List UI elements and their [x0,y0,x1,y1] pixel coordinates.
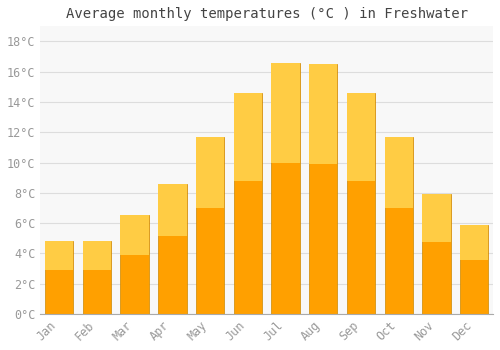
Bar [120,216,149,314]
Bar [422,194,450,242]
Bar [460,225,488,314]
Bar [309,64,338,164]
Bar [45,241,74,314]
Bar [234,93,262,181]
Bar [347,93,375,181]
Bar [460,225,488,260]
Bar [384,137,413,314]
Title: Average monthly temperatures (°C ) in Freshwater: Average monthly temperatures (°C ) in Fr… [66,7,468,21]
Bar [272,63,299,314]
Bar [384,137,413,208]
Bar [234,93,262,314]
Bar [196,137,224,314]
Bar [158,184,186,236]
Bar [83,241,111,270]
Bar [347,93,375,314]
Bar [272,63,299,163]
Bar [309,64,338,314]
Bar [83,241,111,314]
Bar [120,216,149,255]
Bar [45,241,74,270]
Bar [196,137,224,208]
Bar [158,184,186,314]
Bar [422,194,450,314]
